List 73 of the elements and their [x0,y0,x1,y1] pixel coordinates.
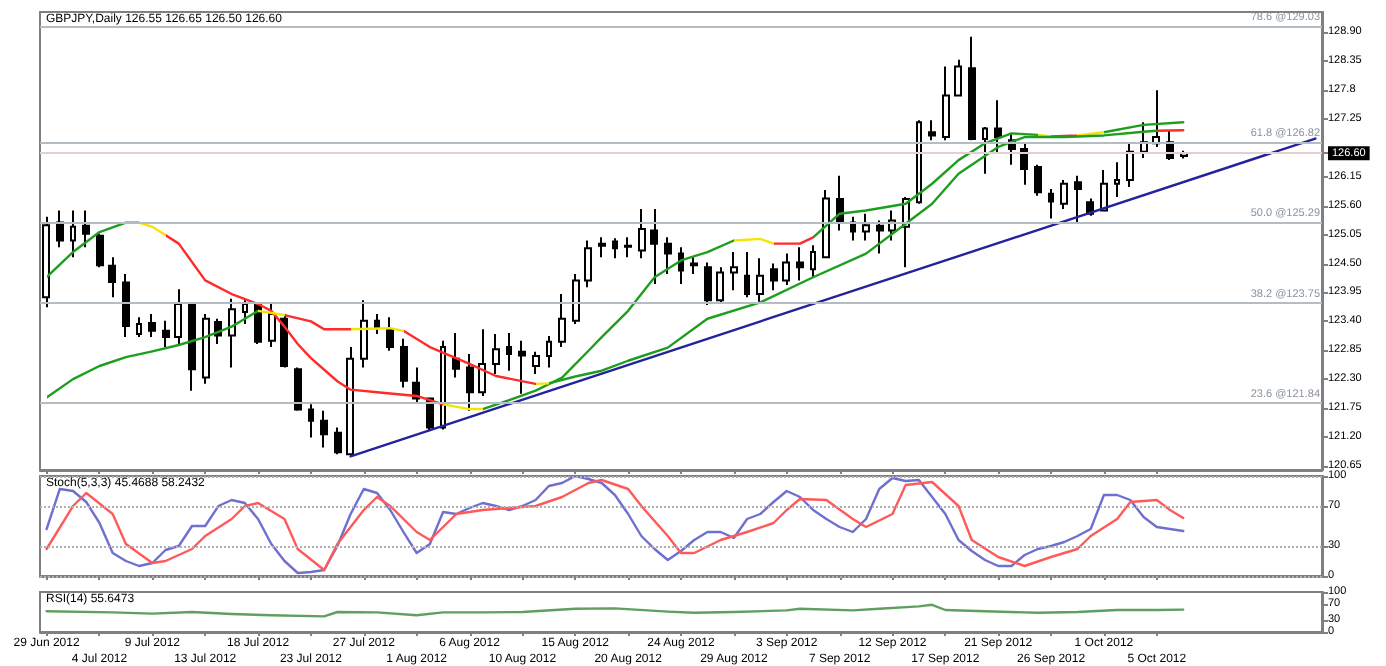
candlestick [1034,163,1042,197]
candlestick [1048,188,1054,220]
candlestick [690,256,698,276]
candlestick [122,273,130,339]
candlestick [782,252,790,287]
candlestick [968,35,976,142]
candlestick [982,126,988,175]
candlestick [1020,142,1028,186]
candlestick [374,313,380,335]
candlestick [954,58,962,98]
candlestick [730,251,738,292]
candlestick [492,332,500,375]
candlestick [942,65,950,142]
candlestick [928,119,936,142]
candlestick [704,261,712,307]
candlestick [994,99,1002,155]
candlestick [1114,161,1120,198]
candlestick [756,257,764,306]
candlestick [624,236,632,259]
candlestick [558,293,566,349]
candlestick [400,337,408,389]
candlestick [546,335,552,369]
candlestick [96,232,104,269]
candlestick [82,209,90,249]
candlestick [598,236,606,259]
candlestick [108,256,116,299]
candlestick [1126,142,1134,188]
candlestick [70,209,76,259]
candlestick [452,331,460,379]
candlestick [876,219,884,255]
candlestick [638,207,646,260]
candlestick [744,251,750,299]
candlestick [862,212,870,242]
candlestick [242,299,248,325]
candlestick [320,409,328,449]
candlestick [174,288,182,345]
candlestick [1060,179,1068,210]
candlestick [162,319,170,349]
candlestick [850,215,856,242]
candlestick [572,273,580,325]
candlestick [612,237,618,260]
candlestick [188,303,196,392]
candlestick [254,301,262,345]
candlestick [716,266,724,306]
candlestick [1152,89,1160,148]
candlestick [916,119,922,205]
candlestick [506,331,512,372]
candlestick [346,346,354,458]
candlestick [228,297,236,369]
candlestick [334,426,342,456]
candlestick [136,316,142,339]
candlestick [1074,174,1082,225]
candlestick [478,328,486,397]
candlestick [386,316,394,352]
candlestick [280,313,288,369]
candlestick [202,313,210,385]
candlestick [148,313,156,339]
candlestick [518,339,526,395]
candlestick [466,352,474,412]
candlestick [294,366,302,412]
candlestick [664,236,672,276]
candlestick [810,244,816,279]
candlestick [584,239,592,289]
candlestick [822,189,830,260]
candlestick [770,262,778,292]
candlestick [360,299,368,369]
candlestick [56,209,64,249]
candlestick [650,207,658,286]
candlestick [268,301,276,349]
candlestick [1100,169,1108,213]
candlestick [796,246,804,282]
candlestick [532,350,540,375]
candlestick [308,403,314,439]
